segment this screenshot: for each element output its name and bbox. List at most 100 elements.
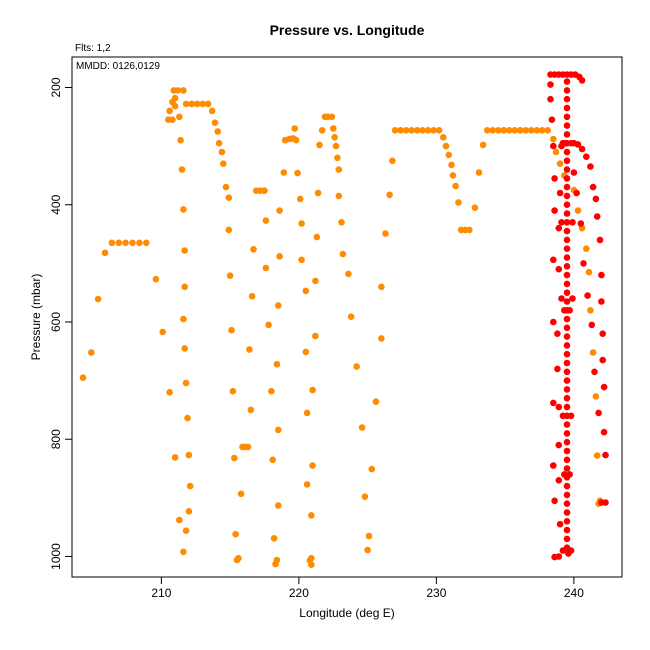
data-point-s1-157 [475, 169, 483, 176]
data-point-s2-63 [563, 95, 571, 103]
data-point-s1-21 [182, 379, 190, 387]
data-point-s1-161 [495, 127, 502, 134]
data-point-s2-41 [592, 195, 600, 203]
data-point-s1-120 [335, 192, 343, 200]
data-point-s1-9 [143, 239, 150, 247]
data-point-s1-104 [309, 462, 316, 469]
data-point-s2-121 [569, 219, 576, 226]
data-point-s2-116 [559, 412, 567, 420]
data-point-s2-119 [566, 307, 573, 314]
data-point-s2-76 [563, 210, 571, 217]
y-tick-label-800: 800 [49, 429, 63, 449]
data-point-s2-82 [563, 263, 571, 270]
data-point-s1-151 [452, 182, 459, 190]
data-point-s1-168 [533, 127, 541, 134]
data-point-s1-20 [184, 414, 191, 422]
data-point-s2-84 [563, 280, 571, 288]
data-point-s1-133 [378, 283, 385, 291]
data-point-s2-25 [555, 403, 563, 411]
data-point-s2-103 [563, 447, 571, 455]
data-point-s2-97 [563, 394, 571, 402]
data-point-s2-104 [563, 456, 571, 464]
data-point-s1-31 [166, 107, 173, 115]
y-tick-label-1000: 1000 [49, 543, 63, 570]
data-point-s2-43 [596, 236, 604, 244]
data-point-s1-27 [178, 166, 186, 173]
data-point-s1-125 [353, 363, 360, 370]
flights-annotation: Flts: 1,2 [75, 43, 111, 54]
data-point-s1-25 [181, 247, 188, 254]
data-point-s1-59 [233, 556, 241, 564]
data-point-s1-66 [248, 292, 256, 300]
data-point-s2-80 [563, 245, 571, 252]
data-point-s1-14 [176, 516, 183, 524]
data-point-s1-143 [424, 127, 432, 134]
data-point-s1-97 [302, 348, 310, 356]
data-point-s2-88 [563, 315, 571, 323]
data-point-s2-12 [550, 142, 557, 150]
data-point-s2-100 [563, 421, 571, 428]
data-point-s1-55 [229, 387, 237, 395]
data-point-s1-36 [180, 87, 187, 94]
data-point-s2-77 [563, 219, 571, 226]
data-point-s1-122 [339, 250, 347, 258]
data-point-s1-105 [309, 386, 316, 394]
data-point-s1-19 [185, 451, 193, 459]
data-point-s1-141 [413, 127, 421, 134]
data-point-s2-85 [563, 289, 571, 297]
x-tick-label-210: 210 [151, 586, 171, 600]
data-point-s1-4 [108, 239, 116, 247]
data-point-s1-149 [448, 161, 455, 169]
data-point-s2-81 [563, 254, 571, 261]
x-tick-label-240: 240 [564, 586, 584, 600]
data-point-s2-44 [598, 271, 605, 279]
data-point-s1-180 [587, 307, 594, 314]
data-point-s2-68 [563, 139, 571, 147]
data-point-s2-37 [578, 145, 586, 153]
data-point-s1-111 [318, 127, 326, 134]
data-point-s1-79 [275, 502, 282, 509]
plot-frame [71, 56, 623, 578]
data-point-s1-16 [182, 527, 190, 534]
data-point-s2-113 [563, 535, 571, 543]
data-point-s1-164 [511, 127, 518, 134]
data-point-s1-84 [276, 207, 283, 214]
data-point-s2-65 [563, 113, 571, 121]
data-point-s2-38 [583, 153, 590, 160]
data-point-s1-6 [122, 239, 129, 247]
data-point-s1-80 [275, 426, 282, 434]
data-point-s1-181 [589, 349, 597, 356]
data-point-s1-76 [270, 535, 278, 542]
data-point-s1-30 [169, 116, 176, 123]
data-point-s2-60 [570, 169, 578, 176]
data-point-s1-126 [358, 424, 366, 431]
data-point-s1-48 [218, 148, 226, 156]
data-point-s2-56 [584, 292, 591, 299]
data-point-s1-179 [585, 268, 593, 276]
data-point-s2-21 [555, 553, 563, 560]
data-point-s1-33 [171, 94, 179, 102]
data-point-s2-124 [558, 295, 565, 302]
data-point-s2-112 [563, 526, 571, 534]
data-point-s1-64 [247, 406, 255, 414]
data-point-s1-139 [402, 127, 410, 134]
data-point-s2-52 [598, 499, 605, 506]
data-point-s1-146 [440, 134, 447, 141]
data-point-s1-173 [556, 160, 564, 167]
data-point-s1-18 [186, 482, 194, 490]
data-point-s2-15 [550, 256, 557, 264]
data-point-s2-61 [563, 78, 571, 85]
data-point-s1-110 [316, 141, 323, 149]
data-point-s1-137 [391, 127, 399, 134]
data-point-s1-124 [347, 313, 355, 321]
data-point-s1-152 [455, 199, 462, 206]
data-point-s1-160 [489, 127, 497, 134]
data-point-s2-120 [558, 219, 565, 226]
data-point-s1-8 [136, 239, 143, 247]
data-point-s1-90 [291, 125, 299, 132]
data-point-s1-54 [228, 326, 235, 334]
data-point-s2-91 [563, 342, 571, 349]
data-point-s1-11 [159, 328, 166, 336]
chart-title: Pressure vs. Longitude [270, 22, 425, 38]
data-point-s1-108 [313, 233, 321, 241]
